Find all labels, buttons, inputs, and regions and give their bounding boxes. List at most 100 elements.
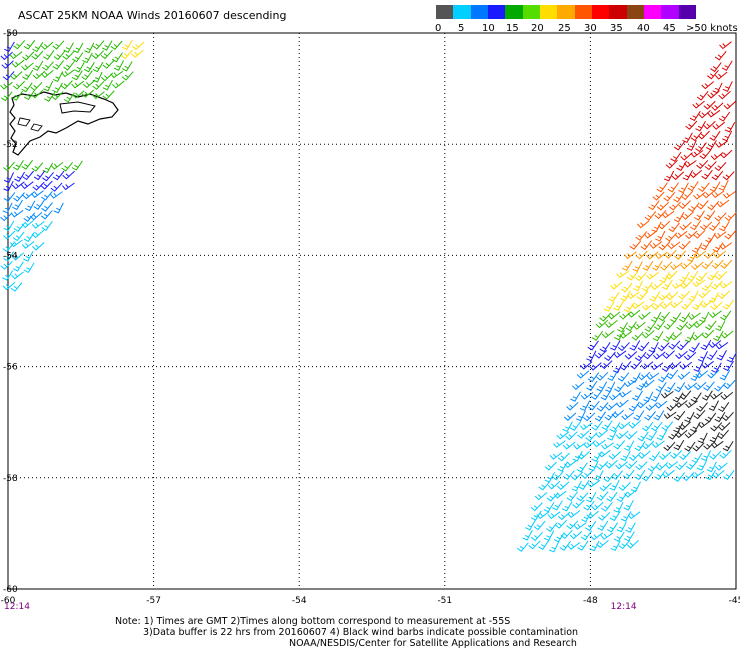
wind-barb bbox=[720, 310, 732, 321]
latitude-label: -50 bbox=[3, 29, 18, 39]
wind-barb bbox=[91, 50, 105, 60]
wind-barb bbox=[570, 391, 581, 402]
wind-barb bbox=[698, 110, 711, 119]
wind-barb bbox=[71, 70, 83, 81]
wind-barb bbox=[121, 71, 134, 81]
wind-barb bbox=[557, 452, 570, 462]
wind-barb bbox=[703, 381, 715, 391]
wind-barb bbox=[583, 500, 595, 511]
wind-barb bbox=[666, 291, 679, 301]
wind-barb bbox=[615, 430, 629, 440]
wind-barb bbox=[684, 382, 698, 391]
wind-barb bbox=[110, 70, 124, 79]
wind-barb bbox=[640, 361, 654, 370]
wind-barb bbox=[132, 41, 145, 51]
wind-barb bbox=[517, 542, 529, 552]
wind-barb bbox=[707, 69, 719, 80]
wind-barb bbox=[622, 469, 635, 480]
wind-barb bbox=[131, 49, 144, 58]
wind-barb bbox=[690, 370, 701, 382]
wind-barb bbox=[11, 271, 24, 280]
wind-barb bbox=[586, 380, 598, 391]
wind-barb bbox=[585, 432, 598, 442]
map-title: ASCAT 25KM NOAA Winds 20160607 descendin… bbox=[18, 9, 287, 22]
wind-barb bbox=[701, 281, 714, 292]
wind-barb bbox=[650, 311, 662, 323]
wind-barb bbox=[110, 40, 123, 50]
wind-barb bbox=[591, 451, 602, 462]
wind-barb bbox=[709, 130, 721, 141]
wind-barb bbox=[718, 179, 729, 191]
wind-barb bbox=[617, 372, 630, 382]
wind-barb bbox=[696, 159, 709, 169]
wind-barb bbox=[577, 450, 590, 460]
wind-barb bbox=[663, 170, 675, 182]
note-line-3: NOAA/NESDIS/Center for Satellite Applica… bbox=[289, 638, 577, 649]
wind-barb bbox=[608, 392, 622, 401]
wind-barb bbox=[716, 199, 730, 208]
wind-barb bbox=[538, 539, 550, 550]
wind-barb bbox=[653, 410, 665, 421]
wind-barb bbox=[682, 472, 695, 482]
wind-barb bbox=[688, 342, 700, 353]
wind-barb bbox=[701, 169, 713, 180]
wind-barb bbox=[71, 80, 85, 89]
wind-barb bbox=[32, 42, 44, 53]
wind-barb bbox=[709, 181, 721, 193]
wind-barb bbox=[50, 182, 63, 192]
wind-barb bbox=[14, 171, 26, 182]
wind-barb bbox=[722, 299, 734, 310]
wind-barb bbox=[552, 470, 564, 481]
wind-barb bbox=[701, 360, 714, 369]
wind-barb bbox=[0, 81, 13, 90]
wind-barb bbox=[610, 540, 621, 552]
wind-barb bbox=[644, 211, 657, 221]
wind-barb bbox=[10, 282, 23, 292]
wind-barb bbox=[544, 461, 557, 471]
wind-barb bbox=[636, 399, 650, 409]
colorbar-segment bbox=[626, 5, 645, 19]
wind-barb bbox=[648, 342, 659, 353]
wind-barb bbox=[573, 442, 587, 450]
wind-barb bbox=[688, 290, 699, 302]
wind-barb bbox=[579, 400, 591, 412]
wind-barb bbox=[566, 402, 579, 411]
wind-barb bbox=[621, 412, 635, 421]
wind-barbs bbox=[0, 39, 737, 553]
wind-barb bbox=[626, 270, 639, 281]
wind-barb bbox=[681, 300, 693, 310]
wind-barb bbox=[620, 290, 631, 302]
wind-barb bbox=[536, 511, 550, 519]
wind-barb bbox=[670, 450, 683, 459]
wind-barb bbox=[566, 491, 578, 502]
wind-barb bbox=[648, 451, 661, 462]
wind-barb bbox=[533, 520, 546, 531]
wind-barb bbox=[666, 369, 679, 380]
wind-barb bbox=[591, 501, 604, 511]
wind-barb bbox=[3, 192, 16, 202]
wind-barb bbox=[680, 260, 693, 270]
wind-barb bbox=[112, 80, 125, 89]
wind-barb bbox=[2, 202, 13, 214]
wind-barb bbox=[709, 450, 722, 460]
wind-barb bbox=[702, 190, 715, 199]
wind-barb bbox=[636, 220, 650, 229]
wind-barb bbox=[618, 482, 631, 491]
wind-barb bbox=[720, 259, 733, 269]
wind-barb bbox=[673, 410, 686, 421]
wind-barb bbox=[723, 360, 734, 372]
wind-barb bbox=[596, 381, 608, 392]
wind-barb bbox=[84, 42, 95, 54]
wind-barb bbox=[646, 251, 659, 260]
wind-barb bbox=[708, 340, 722, 349]
wind-barb bbox=[547, 511, 561, 520]
wind-barb bbox=[616, 521, 627, 533]
wind-barb bbox=[714, 270, 728, 280]
map-frame bbox=[7, 32, 737, 590]
wind-barb bbox=[606, 522, 619, 533]
wind-barb bbox=[685, 320, 698, 330]
wind-barb bbox=[678, 240, 691, 250]
wind-barb bbox=[723, 101, 737, 110]
wind-barb bbox=[600, 389, 612, 401]
wind-barb bbox=[652, 440, 665, 449]
